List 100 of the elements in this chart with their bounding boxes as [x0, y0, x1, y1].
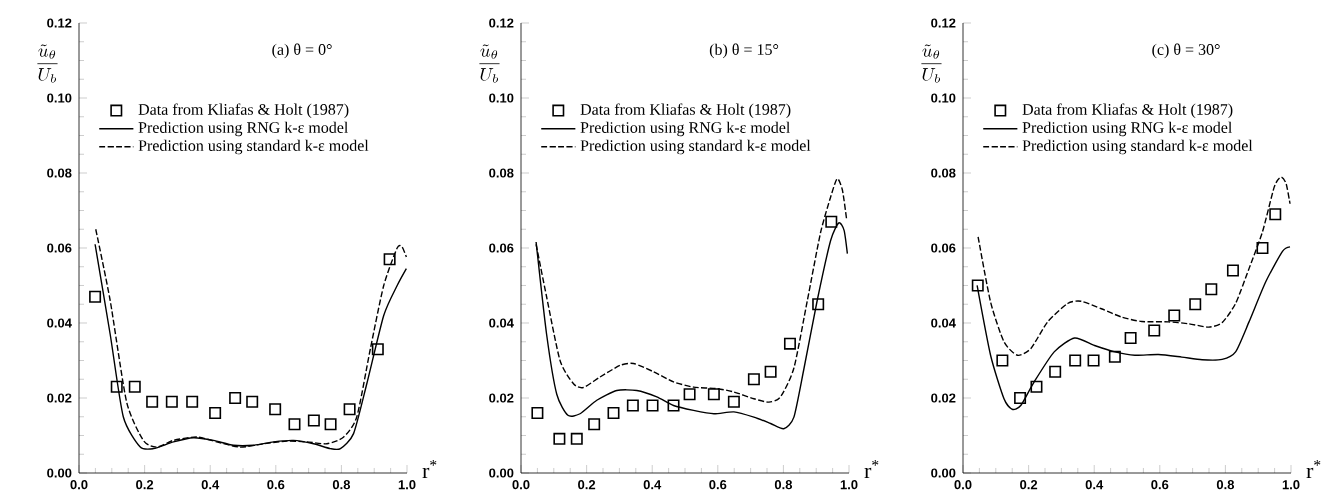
x-tick-label: 0.8 — [1216, 480, 1235, 490]
x-axis-title: r$^{*}$ — [422, 460, 437, 479]
x-tick-label: 0.8 — [774, 480, 793, 490]
point — [343, 403, 356, 416]
y-tick-label: 0.02 — [931, 393, 956, 403]
point — [1148, 324, 1161, 337]
point — [1108, 350, 1121, 363]
point — [1014, 392, 1027, 404]
x-tick-label: 0.0 — [70, 480, 88, 490]
point — [146, 395, 159, 408]
y-tick-label: 0.00 — [47, 468, 72, 478]
point — [110, 380, 123, 393]
x-tick-label: 0.8 — [332, 480, 351, 490]
point — [646, 399, 659, 412]
y-tick-label: 0.08 — [489, 168, 514, 178]
text: (b) θ = 15° — [709, 43, 779, 59]
point — [570, 432, 583, 445]
legend-label: Prediction using RNG k-ε model — [580, 121, 790, 137]
point — [324, 418, 337, 431]
point — [1205, 283, 1218, 296]
x-tick-label: 1.0 — [398, 480, 416, 490]
y-axis-title: $\frac{\tilde{u}_{\theta}}{U_{b}}$ — [479, 44, 500, 83]
point — [667, 399, 680, 412]
x-tick-label: 0.2 — [578, 480, 596, 490]
point — [371, 343, 384, 356]
y-axis-title: $\frac{\tilde{u}_{\theta}}{U_{b}}$ — [921, 44, 942, 83]
point — [89, 290, 102, 303]
legend-label: Data from Kliafas & Holt (1987) — [580, 103, 791, 119]
point — [1269, 208, 1282, 221]
x-tick-label: 0.4 — [201, 480, 220, 490]
y-tick-label: 0.04 — [931, 318, 956, 328]
y-tick-label: 0.10 — [931, 93, 956, 103]
legend-label: Data from Kliafas & Holt (1987) — [138, 103, 349, 119]
x-tick-label: 0.2 — [136, 480, 154, 490]
point — [1087, 354, 1100, 367]
legend-label: Prediction using standard k-ε model — [580, 139, 811, 155]
legend-label: Prediction using RNG k-ε model — [1022, 121, 1232, 137]
y-tick-label: 0.02 — [47, 393, 72, 403]
x-tick-label: 1.0 — [1282, 480, 1300, 490]
point — [683, 388, 696, 401]
point — [825, 215, 838, 228]
point — [128, 380, 141, 393]
y-tick-label: 0.06 — [489, 243, 514, 253]
point — [812, 298, 825, 311]
point — [165, 395, 178, 408]
line-series — [976, 246, 1291, 410]
point — [1069, 354, 1082, 367]
point — [269, 403, 282, 416]
point — [1189, 298, 1202, 311]
point — [1030, 380, 1043, 393]
y-tick-label: 0.08 — [931, 168, 956, 178]
x-tick-label: 0.0 — [512, 480, 530, 490]
x-tick-label: 0.0 — [954, 480, 972, 490]
point — [1226, 264, 1239, 277]
point — [186, 395, 199, 408]
y-tick-label: 0.12 — [489, 18, 514, 28]
x-axis-title: r$^{*}$ — [1306, 460, 1321, 479]
y-tick-label: 0.00 — [489, 468, 514, 478]
y-tick-label: 0.08 — [47, 168, 72, 178]
point — [1049, 365, 1062, 378]
x-tick-label: 0.4 — [1085, 480, 1104, 490]
point — [1256, 242, 1269, 254]
point — [209, 407, 222, 419]
legend-label: Prediction using standard k-ε model — [1022, 139, 1253, 155]
point — [707, 388, 720, 401]
y-tick-label: 0.12 — [931, 18, 956, 28]
point — [307, 414, 320, 427]
text: (a) θ = 0° — [272, 43, 332, 59]
y-tick-label: 0.06 — [47, 243, 72, 253]
x-tick-label: 1.0 — [840, 480, 858, 490]
x-tick-label: 0.6 — [1151, 480, 1169, 490]
point — [764, 365, 777, 378]
point — [246, 395, 259, 408]
point — [588, 418, 601, 431]
point — [1124, 332, 1137, 344]
y-tick-label: 0.06 — [931, 243, 956, 253]
legend-label: Prediction using RNG k-ε model — [138, 121, 348, 137]
y-tick-label: 0.12 — [47, 18, 72, 28]
x-axis-title: r$^{*}$ — [864, 460, 879, 479]
text: (c) θ = 30° — [1152, 43, 1220, 59]
x-tick-label: 0.2 — [1020, 480, 1038, 490]
y-axis-title: $\frac{\tilde{u}_{\theta}}{U_{b}}$ — [37, 44, 58, 83]
legend-label: Data from Kliafas & Holt (1987) — [1022, 103, 1233, 119]
point — [727, 395, 740, 408]
point — [383, 253, 396, 266]
point — [783, 337, 796, 350]
point — [971, 279, 984, 292]
x-tick-label: 0.6 — [267, 480, 285, 490]
point — [288, 418, 301, 431]
y-tick-label: 0.10 — [47, 93, 72, 103]
point — [747, 373, 760, 386]
point — [229, 392, 242, 404]
point — [553, 432, 566, 445]
point — [1168, 309, 1181, 322]
x-tick-label: 0.6 — [709, 480, 727, 490]
y-tick-label: 0.04 — [489, 318, 514, 328]
point — [996, 354, 1009, 367]
x-tick-label: 0.4 — [643, 480, 662, 490]
legend-label: Prediction using standard k-ε model — [138, 139, 369, 155]
y-tick-label: 0.04 — [47, 318, 72, 328]
